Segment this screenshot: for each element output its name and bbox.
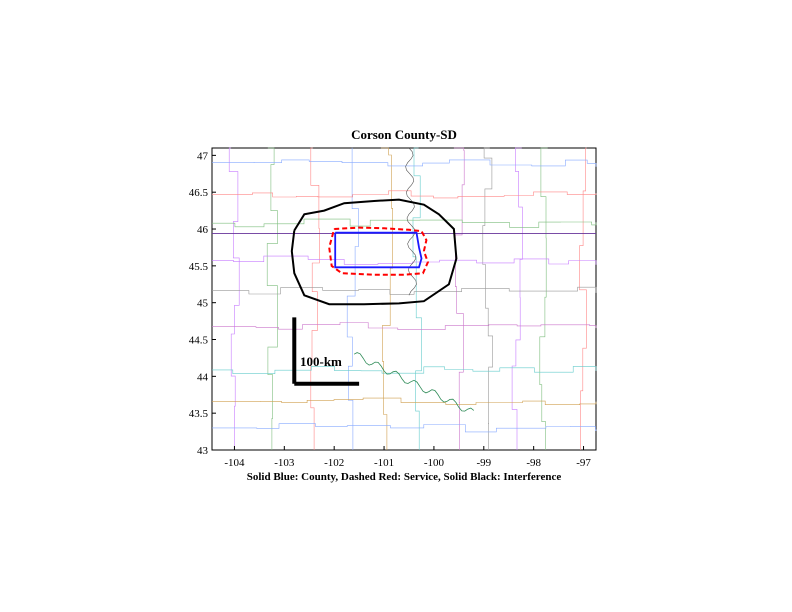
x-tick-label: -99 — [476, 457, 491, 469]
county-line — [310, 147, 320, 450]
plot-frame — [211, 147, 597, 451]
y-tick-label: 47 — [197, 150, 209, 162]
x-tick-label: -97 — [576, 457, 591, 469]
county-line — [453, 147, 465, 450]
x-tick-label: -104 — [224, 457, 245, 469]
county-line — [212, 190, 597, 199]
county-line — [212, 366, 597, 374]
county-line — [212, 255, 597, 265]
county-boundaries — [212, 147, 597, 450]
county-line — [212, 159, 597, 167]
y-tick-label: 43.5 — [189, 408, 209, 420]
county-line — [412, 147, 422, 450]
y-tick-label: 43 — [197, 445, 209, 457]
x-tick-label: -102 — [324, 457, 344, 469]
service-contour — [328, 226, 429, 276]
county-line — [212, 423, 597, 433]
x-tick-label: -100 — [424, 457, 445, 469]
county-line — [539, 147, 548, 450]
county-line — [212, 286, 597, 295]
scale-bar-label: 100-km — [300, 354, 342, 369]
county-outline — [334, 231, 423, 269]
river-line — [405, 147, 417, 296]
y-tick-label: 46.5 — [189, 187, 209, 199]
y-axis-ticks: 47 46.5 46 45.5 45 44.5 44 43.5 43 — [189, 150, 216, 457]
plot-area — [211, 147, 597, 451]
y-tick-label: 45 — [197, 298, 209, 310]
y-tick-label: 44 — [197, 371, 209, 383]
county-line — [266, 147, 278, 450]
y-tick-label: 46 — [197, 224, 209, 236]
y-tick-label: 44.5 — [189, 335, 209, 347]
county-line — [511, 147, 523, 450]
county-line — [212, 322, 597, 330]
map-title: Corson County-SD — [351, 127, 457, 142]
contour-layer — [290, 198, 458, 306]
y-tick-label: 45.5 — [189, 261, 209, 273]
river-line — [353, 352, 475, 412]
x-tick-label: -98 — [526, 457, 541, 469]
scale-bar — [292, 317, 360, 386]
county-line — [212, 218, 597, 228]
interference-contour — [290, 198, 458, 306]
map-caption: Solid Blue: County, Dashed Red: Service,… — [247, 471, 562, 483]
county-line — [579, 147, 587, 450]
x-axis-ticks: -104 -103 -102 -101 -100 -99 -98 -97 — [224, 446, 591, 469]
county-line — [380, 147, 393, 450]
x-tick-label: -103 — [274, 457, 295, 469]
county-line — [482, 147, 493, 450]
county-line — [212, 397, 597, 405]
x-tick-label: -101 — [374, 457, 394, 469]
county-line — [228, 147, 240, 450]
